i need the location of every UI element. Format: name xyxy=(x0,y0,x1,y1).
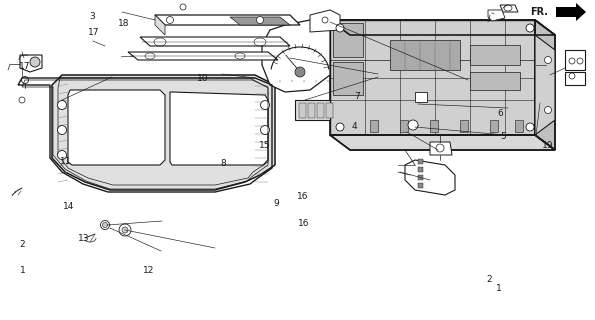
Bar xyxy=(430,120,438,132)
Polygon shape xyxy=(155,15,300,25)
Circle shape xyxy=(30,57,40,67)
Circle shape xyxy=(256,17,264,23)
Bar xyxy=(370,120,378,132)
Polygon shape xyxy=(330,135,555,150)
Text: 16: 16 xyxy=(298,220,309,228)
Polygon shape xyxy=(52,75,275,190)
Text: 17: 17 xyxy=(88,28,100,37)
Text: 1: 1 xyxy=(20,266,26,275)
Polygon shape xyxy=(500,5,518,12)
Polygon shape xyxy=(330,20,535,135)
Circle shape xyxy=(577,58,583,64)
Polygon shape xyxy=(333,23,360,132)
Polygon shape xyxy=(565,50,585,70)
Circle shape xyxy=(544,107,552,114)
Polygon shape xyxy=(333,23,363,57)
Text: FR.: FR. xyxy=(530,7,548,17)
Circle shape xyxy=(569,58,575,64)
Circle shape xyxy=(526,24,534,32)
Circle shape xyxy=(336,123,344,131)
Text: 10: 10 xyxy=(196,74,208,83)
Text: 17: 17 xyxy=(19,62,31,71)
Circle shape xyxy=(167,17,174,23)
Circle shape xyxy=(58,100,67,109)
Polygon shape xyxy=(310,10,340,32)
Text: 11: 11 xyxy=(60,157,71,166)
Circle shape xyxy=(122,227,128,233)
Polygon shape xyxy=(535,35,555,135)
Bar xyxy=(418,167,423,172)
Bar xyxy=(299,103,306,118)
Bar xyxy=(418,175,423,180)
Polygon shape xyxy=(262,20,330,92)
Polygon shape xyxy=(330,20,555,35)
Circle shape xyxy=(21,76,29,84)
Text: 13: 13 xyxy=(77,234,89,243)
Circle shape xyxy=(261,125,270,134)
Circle shape xyxy=(58,150,67,159)
Bar xyxy=(418,183,423,188)
FancyArrow shape xyxy=(556,3,586,21)
Bar xyxy=(418,159,423,164)
Circle shape xyxy=(408,120,418,130)
Text: 2: 2 xyxy=(486,276,492,284)
Text: 4: 4 xyxy=(351,122,357,131)
Polygon shape xyxy=(20,55,42,72)
Circle shape xyxy=(101,220,109,229)
Polygon shape xyxy=(128,52,278,60)
Polygon shape xyxy=(488,10,505,21)
Polygon shape xyxy=(535,20,555,150)
Circle shape xyxy=(295,67,305,77)
Text: 2: 2 xyxy=(20,240,26,249)
Bar xyxy=(460,120,468,132)
Circle shape xyxy=(436,144,444,152)
Text: 14: 14 xyxy=(62,202,74,211)
Text: 6: 6 xyxy=(497,109,503,118)
Circle shape xyxy=(336,24,344,32)
Circle shape xyxy=(180,4,186,10)
Text: 3: 3 xyxy=(89,12,95,21)
Bar xyxy=(415,92,427,102)
Text: 16: 16 xyxy=(296,192,308,201)
Polygon shape xyxy=(470,45,520,65)
Polygon shape xyxy=(470,72,520,90)
Bar xyxy=(400,120,408,132)
Text: 9: 9 xyxy=(274,199,280,208)
Circle shape xyxy=(569,73,575,79)
Polygon shape xyxy=(170,92,268,165)
Polygon shape xyxy=(155,15,165,35)
Polygon shape xyxy=(430,142,452,155)
Polygon shape xyxy=(68,90,165,165)
Bar xyxy=(326,103,333,118)
Text: 12: 12 xyxy=(143,266,155,275)
Polygon shape xyxy=(295,100,330,120)
Polygon shape xyxy=(333,62,363,95)
Text: 7: 7 xyxy=(354,92,360,100)
Bar xyxy=(308,103,315,118)
Text: 15: 15 xyxy=(259,141,271,150)
Circle shape xyxy=(19,97,25,103)
Bar xyxy=(317,103,324,118)
Bar xyxy=(490,120,498,132)
Circle shape xyxy=(261,100,270,109)
Text: 18: 18 xyxy=(118,19,130,28)
Polygon shape xyxy=(230,17,290,25)
Polygon shape xyxy=(565,72,585,85)
Polygon shape xyxy=(405,160,455,195)
Circle shape xyxy=(544,57,552,63)
Polygon shape xyxy=(140,37,290,46)
Circle shape xyxy=(526,123,534,131)
Circle shape xyxy=(102,222,108,228)
Polygon shape xyxy=(390,40,460,70)
Text: 1: 1 xyxy=(496,284,502,293)
Text: 8: 8 xyxy=(220,159,226,168)
Bar xyxy=(515,120,523,132)
Text: 5: 5 xyxy=(500,132,506,140)
Text: 19: 19 xyxy=(541,141,553,150)
Circle shape xyxy=(58,125,67,134)
Circle shape xyxy=(119,224,131,236)
Circle shape xyxy=(322,17,328,23)
